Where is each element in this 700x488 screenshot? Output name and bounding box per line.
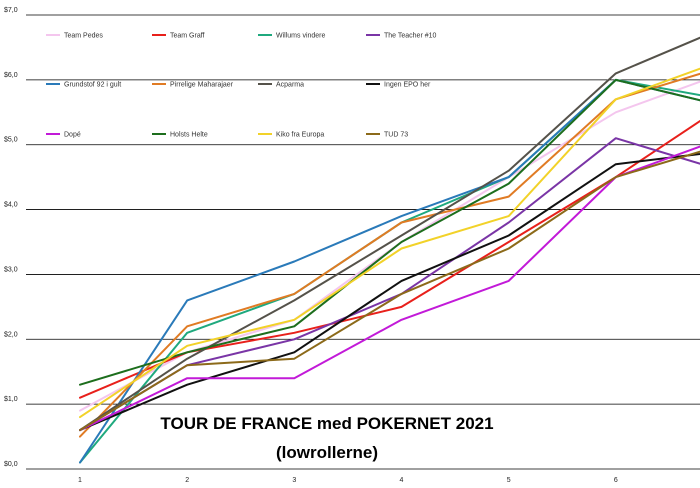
chart-subtitle: (lowrollerne) xyxy=(276,443,378,462)
legend: Team Pedes Team Graff Willums vindere The T… xyxy=(46,33,437,139)
y-tick-label: $1,0 xyxy=(4,396,18,403)
x-tick-label: 1 xyxy=(78,477,82,484)
legend-label: Team Pedes xyxy=(64,33,103,40)
legend-item: TUD 73 xyxy=(366,132,408,139)
legend-label: Grundstof 92 i gult xyxy=(64,82,121,89)
y-tick-label: $6,0 xyxy=(4,72,18,79)
legend-item: Grundstof 92 i gult xyxy=(46,82,121,89)
legend-label: Pirrelige Maharajaer xyxy=(170,82,234,89)
legend-label: Dopé xyxy=(64,132,81,139)
legend-item: Dopé xyxy=(46,132,81,139)
x-tick-label: 3 xyxy=(292,477,296,484)
series-line xyxy=(79,150,700,432)
chart-title: TOUR DE FRANCE med POKERNET 2021 xyxy=(160,414,493,433)
y-tick-label: $2,0 xyxy=(4,331,18,338)
y-tick-label: $7,0 xyxy=(4,7,18,14)
legend-label: Team Graff xyxy=(170,33,205,40)
y-axis-tick-labels: $0,0 $1,0 $2,0 $3,0 $4,0 $5,0 $6,0 $7,0 xyxy=(4,7,18,468)
legend-label: Holsts Helte xyxy=(170,132,208,139)
legend-item: Ingen EPO her xyxy=(366,82,431,89)
legend-item: Willums vindere xyxy=(258,33,326,40)
legend-label: TUD 73 xyxy=(384,132,408,139)
legend-item: The Teacher #10 xyxy=(366,33,437,40)
y-tick-label: $0,0 xyxy=(4,461,18,468)
x-axis-tick-labels: 1234567 xyxy=(78,477,618,484)
legend-label: Acparma xyxy=(276,82,304,89)
legend-item: Team Graff xyxy=(152,33,205,40)
y-tick-label: $3,0 xyxy=(4,266,18,273)
y-tick-label: $4,0 xyxy=(4,202,18,209)
legend-item: Pirrelige Maharajaer xyxy=(152,82,234,89)
x-tick-label: 2 xyxy=(185,477,189,484)
series-lines xyxy=(79,36,700,464)
series-line xyxy=(79,152,700,432)
series-line xyxy=(79,78,700,386)
legend-item: Acparma xyxy=(258,82,304,89)
x-tick-label: 6 xyxy=(614,477,618,484)
legend-label: The Teacher #10 xyxy=(384,33,437,40)
legend-item: Holsts Helte xyxy=(152,132,208,139)
legend-item: Kiko fra Europa xyxy=(258,132,324,139)
legend-label: Willums vindere xyxy=(276,33,326,40)
gridlines xyxy=(26,14,700,470)
legend-label: Kiko fra Europa xyxy=(276,132,324,139)
legend-item: Team Pedes xyxy=(46,33,103,40)
series-line xyxy=(79,36,700,432)
legend-label: Ingen EPO her xyxy=(384,82,431,89)
x-tick-label: 5 xyxy=(507,477,511,484)
y-tick-label: $5,0 xyxy=(4,137,18,144)
x-tick-label: 4 xyxy=(400,477,404,484)
series-line xyxy=(79,67,700,419)
